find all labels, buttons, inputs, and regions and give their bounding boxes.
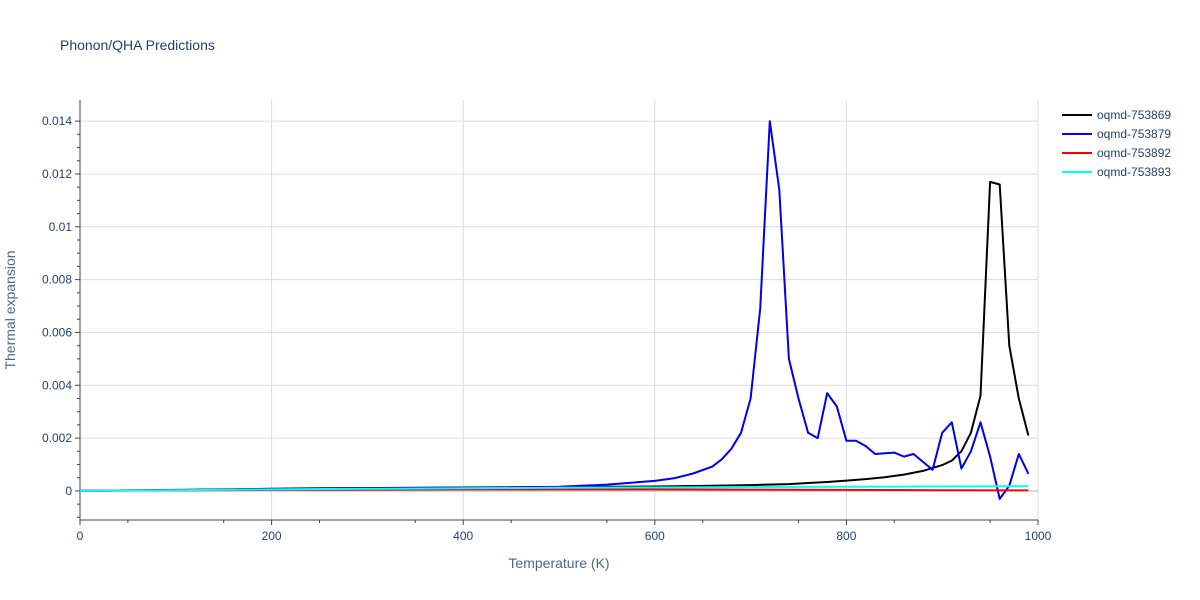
x-axis-title: Temperature (K) (508, 555, 609, 571)
x-tick-label: 800 (836, 529, 856, 543)
legend-item-oqmd-753869[interactable]: oqmd-753869 (1062, 108, 1171, 122)
legend-item-oqmd-753892[interactable]: oqmd-753892 (1062, 146, 1171, 160)
x-tick-label: 600 (645, 529, 665, 543)
y-tick-label: 0.006 (42, 325, 72, 339)
y-tick-label: 0.004 (42, 378, 72, 392)
y-axis-title: Thermal expansion (2, 250, 18, 369)
y-tick-label: 0.002 (42, 431, 72, 445)
legend-label: oqmd-753869 (1097, 108, 1171, 122)
legend-label: oqmd-753892 (1097, 146, 1171, 160)
x-tick-label: 1000 (1025, 529, 1052, 543)
legend[interactable]: oqmd-753869 oqmd-753879 oqmd-753892 oqmd-75… (1062, 108, 1171, 179)
y-tick-label: 0.012 (42, 167, 72, 181)
series-layer (79, 120, 1030, 500)
chart-title: Phonon/QHA Predictions (60, 37, 215, 53)
axes: 0 200 400 600 800 1000 0 0.002 0.004 0.006 0.008 0.… (42, 100, 1052, 543)
y-tick-label: 0.01 (49, 220, 73, 234)
x-tick-label: 400 (453, 529, 473, 543)
series-line-oqmd-753893 (79, 485, 1029, 492)
x-tick-label: 0 (77, 529, 84, 543)
y-tick-label: 0.008 (42, 273, 72, 287)
y-tick-label: 0 (65, 484, 72, 498)
legend-item-oqmd-753879[interactable]: oqmd-753879 (1062, 127, 1171, 141)
legend-label: oqmd-753893 (1097, 165, 1171, 179)
legend-item-oqmd-753893[interactable]: oqmd-753893 (1062, 165, 1171, 179)
legend-label: oqmd-753879 (1097, 127, 1171, 141)
x-tick-label: 200 (262, 529, 282, 543)
y-tick-label: 0.014 (42, 114, 72, 128)
